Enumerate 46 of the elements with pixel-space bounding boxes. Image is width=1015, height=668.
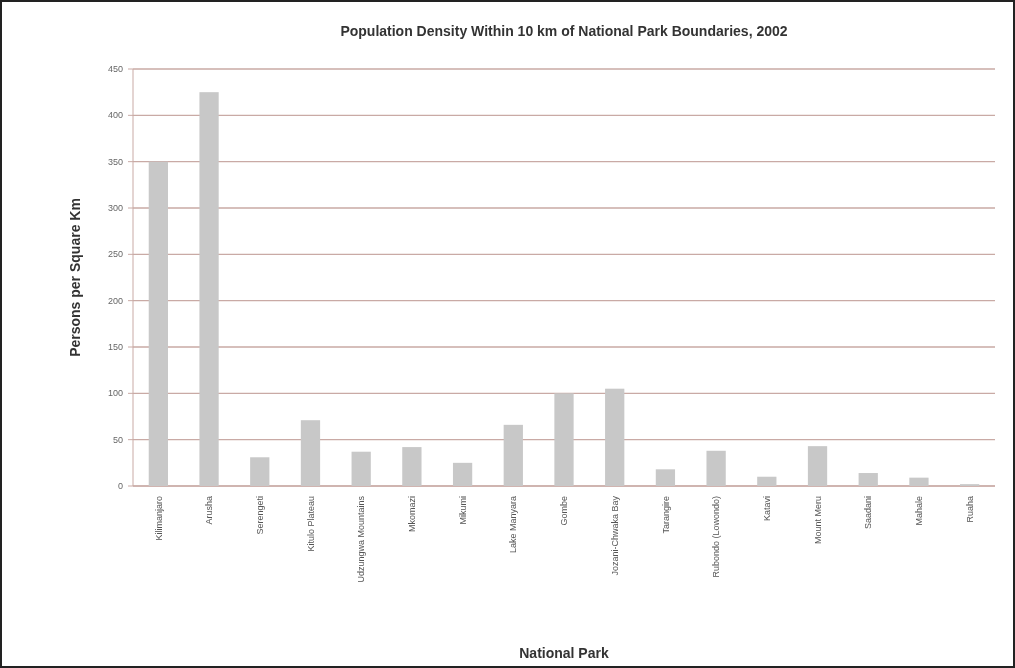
y-tick-label: 300 <box>107 203 123 214</box>
y-axis-title: Persons per Square Km <box>67 198 83 357</box>
bar <box>909 477 929 486</box>
x-axis-title: National Park <box>519 645 609 661</box>
chart-title: Population Density Within 10 km of National Park Boundaries, 2002 <box>340 23 788 39</box>
x-tick-label: Mahale <box>914 496 925 526</box>
x-tick-label: Arusha <box>204 496 215 525</box>
y-tick-label: 200 <box>107 295 123 306</box>
x-tick-label: Mount Meru <box>812 496 823 545</box>
y-tick-label: 0 <box>117 481 123 492</box>
y-tick-label: 150 <box>107 342 123 353</box>
x-tick-label: Kilimanjaro <box>153 496 164 541</box>
y-tick-label: 400 <box>107 110 123 121</box>
y-tick-label: 350 <box>107 156 123 167</box>
bar <box>250 457 270 486</box>
y-tick-label: 100 <box>107 388 123 399</box>
x-tick-label: Tarangire <box>660 496 671 534</box>
bar <box>300 420 321 486</box>
x-tick-label: Mikumi <box>457 496 468 525</box>
bar <box>554 393 574 486</box>
x-tick-label: Udzungwa Mountains <box>356 495 367 583</box>
x-tick-label: Gombe <box>559 496 570 526</box>
bar <box>503 424 523 486</box>
bar <box>605 388 625 486</box>
x-tick-label: Lake Manyara <box>508 496 519 554</box>
bar <box>148 161 168 486</box>
x-tick-label: Saadani <box>863 496 874 530</box>
y-tick-label: 450 <box>107 64 123 75</box>
bar <box>351 451 371 486</box>
x-tick-label: Katavi <box>761 496 772 522</box>
y-tick-label: 50 <box>112 434 123 445</box>
bar <box>757 476 777 486</box>
bar <box>199 92 219 486</box>
x-tick-label: Mkomazi <box>407 496 418 533</box>
x-tick-label: Ruaha <box>964 496 975 523</box>
bar <box>858 473 878 486</box>
bar <box>402 447 422 486</box>
bar <box>452 462 473 486</box>
x-tick-label: Kitulo Plateau <box>305 496 316 552</box>
y-tick-label: 250 <box>107 249 123 260</box>
bar <box>807 446 828 486</box>
x-tick-label: Serengeti <box>254 496 265 535</box>
x-tick-label: Jozani-Chwaka Bay <box>609 495 620 576</box>
bar <box>655 469 676 486</box>
x-tick-label: Rubondo (Lowondo) <box>711 496 722 578</box>
bar <box>706 450 726 486</box>
